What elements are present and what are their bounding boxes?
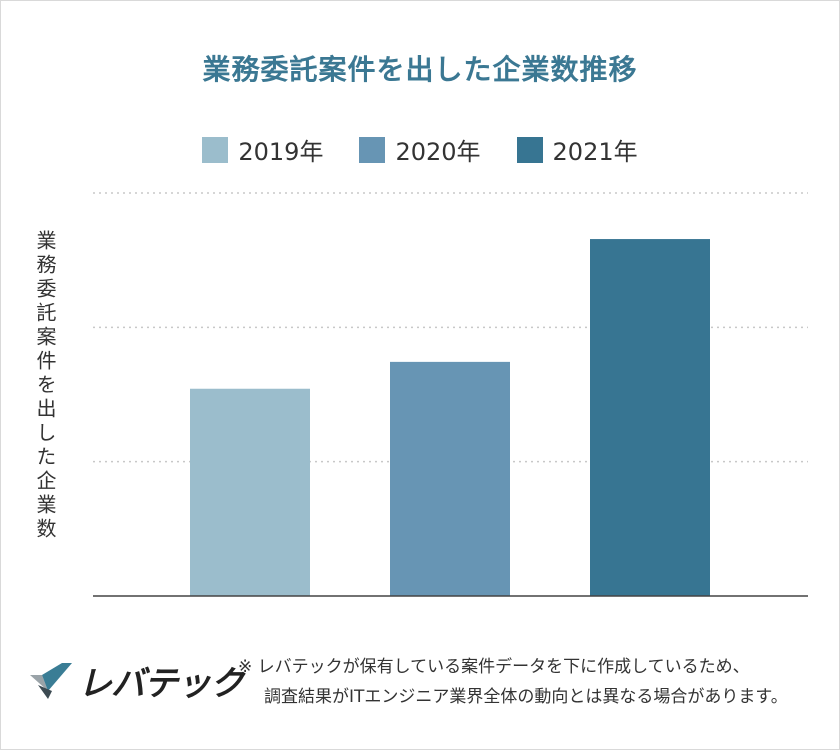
chart-title: 業務委託案件を出した企業数推移	[202, 53, 638, 86]
logo-mark-icon	[30, 662, 72, 699]
legend-label-2020: 2020年	[395, 138, 481, 166]
logo-text: レバテック	[78, 664, 244, 704]
y-axis-label: 業務委託案件を出した企業数	[33, 230, 57, 542]
legend-label-2019: 2019年	[238, 138, 324, 166]
levtech-logo: レバテック	[28, 656, 244, 705]
legend-swatch-2020	[359, 136, 386, 163]
bar-2019年	[190, 388, 310, 596]
legend-swatch-2019	[202, 136, 229, 163]
legend: 2019年 2020年 2021年	[0, 132, 840, 167]
bar-2021年	[590, 239, 710, 597]
legend-item-2020: 2020年	[359, 132, 481, 167]
legend-item-2021: 2021年	[516, 132, 638, 167]
footnote-line-1: ※ レバテックが保有している案件データを下に作成しているため、	[238, 657, 750, 677]
legend-item-2019: 2019年	[202, 132, 323, 167]
footnote: ※ レバテックが保有している案件データを下に作成しているため、 調査結果がITエ…	[238, 652, 828, 712]
legend-swatch-2021	[516, 136, 543, 163]
bar-2020年	[390, 361, 510, 596]
footnote-line-2: 調査結果がITエンジニア業界全体の動向とは異なる場合があります。	[264, 687, 788, 707]
legend-label-2021: 2021年	[552, 138, 638, 166]
chart-plot	[93, 192, 808, 597]
